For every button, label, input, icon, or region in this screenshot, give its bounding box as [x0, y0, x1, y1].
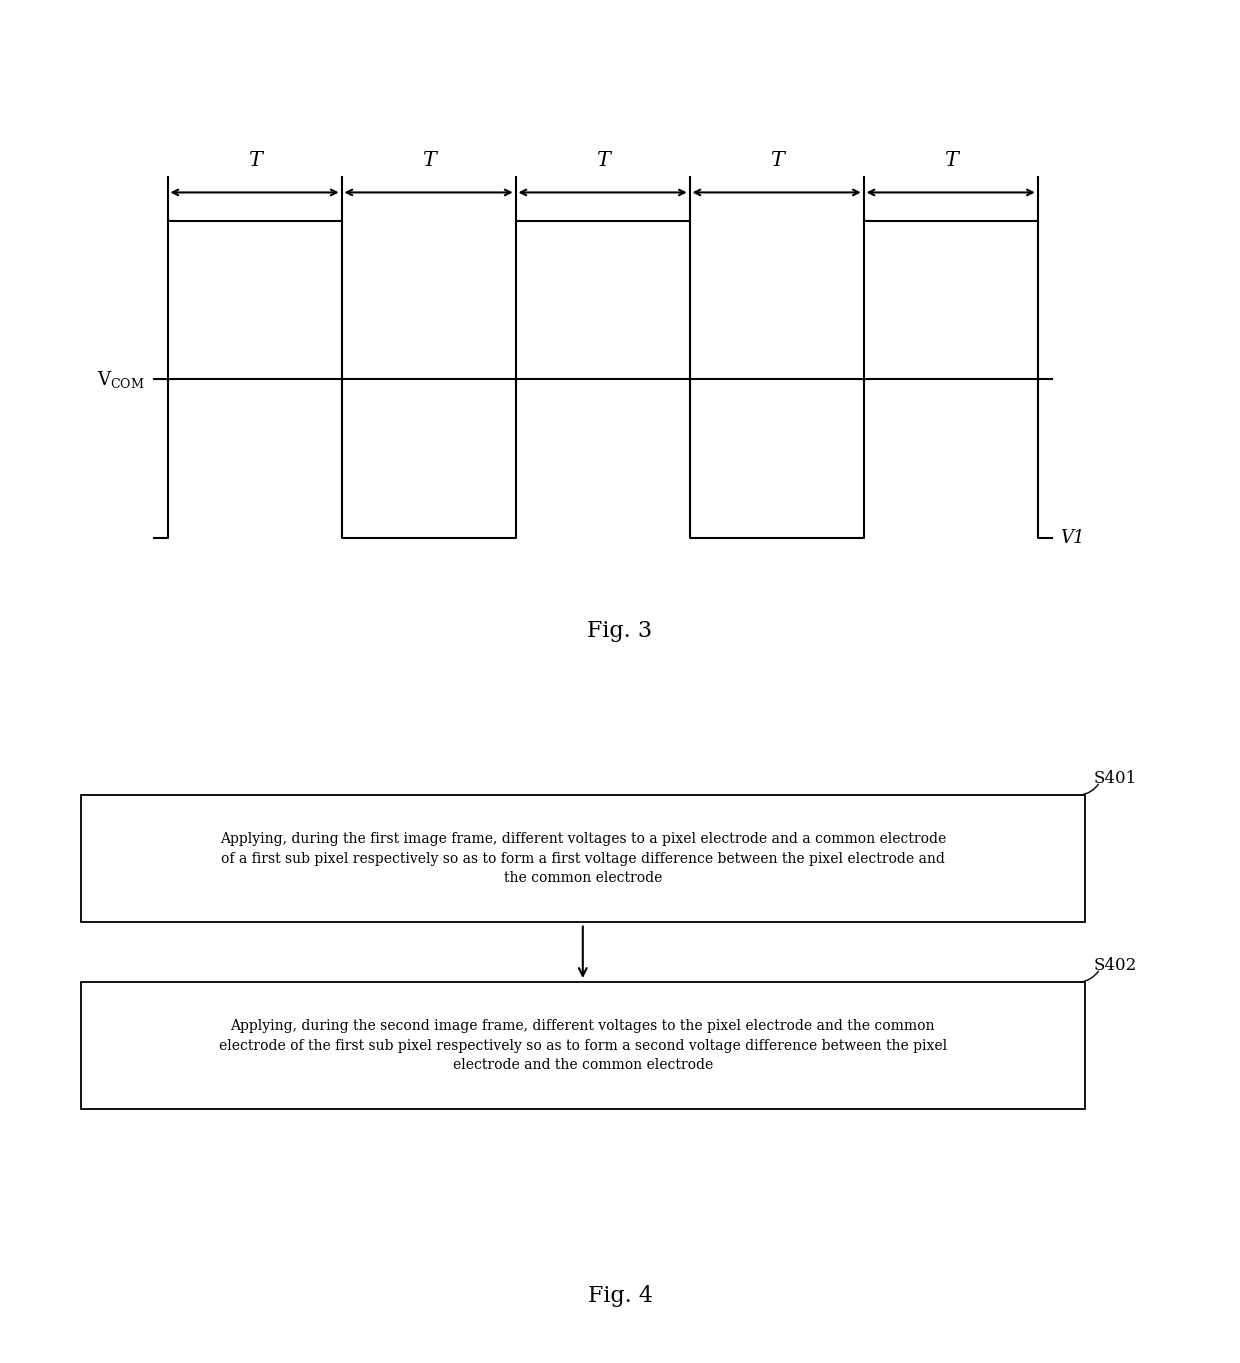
Text: Fig. 4: Fig. 4: [588, 1285, 652, 1307]
Text: T: T: [595, 151, 610, 170]
Text: T: T: [248, 151, 262, 170]
Text: S401: S401: [1094, 770, 1137, 786]
Text: V$_{\mathregular{COM}}$: V$_{\mathregular{COM}}$: [97, 369, 145, 390]
Bar: [81, 983, 1085, 1109]
Text: S402: S402: [1094, 957, 1137, 975]
Text: V1: V1: [1060, 529, 1085, 547]
Text: T: T: [770, 151, 784, 170]
Text: Fig. 3: Fig. 3: [588, 620, 652, 642]
Text: T: T: [944, 151, 957, 170]
Bar: [81, 796, 1085, 923]
Text: Applying, during the second image frame, different voltages to the pixel electro: Applying, during the second image frame,…: [218, 1020, 947, 1073]
Text: T: T: [422, 151, 435, 170]
Text: Applying, during the first image frame, different voltages to a pixel electrode : Applying, during the first image frame, …: [219, 833, 946, 885]
